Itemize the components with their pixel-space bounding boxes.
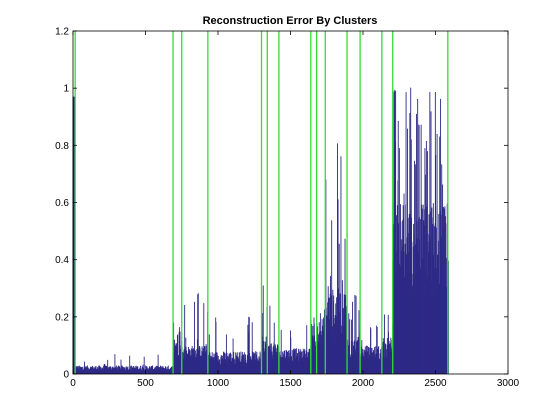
x-axis-ticks: 0 500 1000 1500 2000 2500 3000 <box>70 31 520 389</box>
y-tick-label: 0.4 <box>55 255 69 266</box>
y-axis-ticks: 0 0.2 0.4 0.6 0.8 1 1.2 <box>55 27 508 381</box>
y-tick-label: 1.2 <box>55 27 69 38</box>
y-tick-label: 1 <box>63 84 69 95</box>
x-tick-label: 1500 <box>279 378 302 389</box>
x-tick-label: 2500 <box>424 378 447 389</box>
y-tick-label: 0.8 <box>55 141 69 152</box>
x-tick-label: 2000 <box>352 378 375 389</box>
y-tick-label: 0.2 <box>55 312 69 323</box>
x-tick-label: 3000 <box>497 378 520 389</box>
y-tick-label: 0.6 <box>55 198 69 209</box>
x-tick-label: 500 <box>137 378 154 389</box>
cluster-lines-group <box>74 31 449 374</box>
x-tick-label: 1000 <box>207 378 230 389</box>
chart-title: Reconstruction Error By Clusters <box>203 15 378 27</box>
x-tick-label: 0 <box>70 378 76 389</box>
y-tick-label: 0 <box>63 370 69 381</box>
